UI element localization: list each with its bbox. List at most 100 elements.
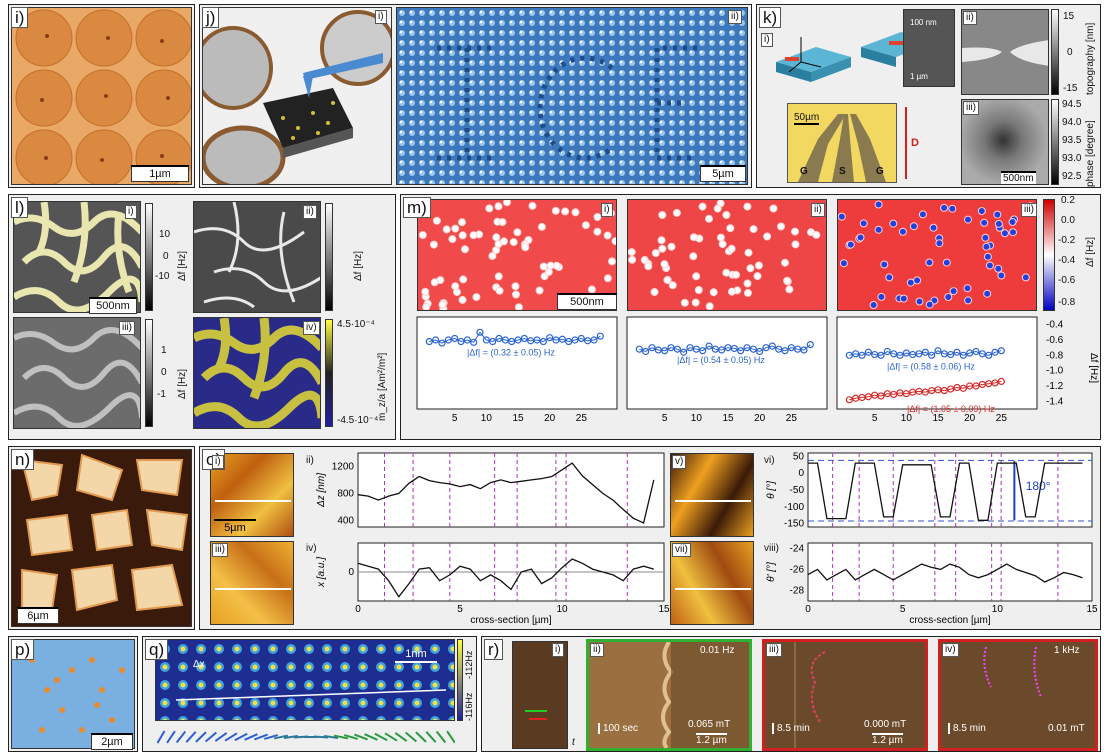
skyrmion-dot	[963, 284, 972, 293]
skyrmion-dot	[753, 272, 762, 281]
m-annotation: |Δf| = (0.54 ± 0.05) Hz	[677, 355, 765, 365]
skyrmion-dot	[663, 276, 672, 285]
skyrmion-dot	[511, 282, 520, 291]
skyrmion-dot	[492, 233, 501, 242]
phase-tick-3: 93.0	[1062, 153, 1082, 164]
mfm-l-i	[13, 201, 141, 313]
m-data-point	[756, 347, 764, 356]
o-x-tick: 5	[900, 604, 906, 615]
m-data-point	[514, 336, 522, 344]
skyrmion-dot	[561, 207, 570, 216]
m-data-point	[902, 390, 910, 398]
maze-domains-ii	[194, 202, 320, 309]
sub-label-l-i: i)	[125, 205, 137, 219]
panel-i: i) 1µm	[8, 4, 195, 188]
spin-arrow	[374, 732, 388, 742]
skyrmion-dot	[785, 285, 794, 294]
m-data-point	[558, 335, 566, 343]
o-y-label: Δz [nm]	[316, 473, 327, 508]
skyrmion-dot	[980, 218, 989, 227]
skyrmion-dot	[442, 225, 451, 234]
skyrmion-dot	[727, 287, 736, 296]
m-data-point	[775, 345, 783, 353]
phase-scalebar: 500nm	[1001, 171, 1036, 184]
panel-o: o) i) 5µm iii) ii) iv) v) vii) vi) viii)…	[199, 446, 1101, 630]
m-x-tick: 5	[872, 413, 878, 424]
skyrmion-dot	[743, 202, 752, 211]
cut-line-o-vii	[675, 588, 751, 590]
m-data-point	[921, 388, 929, 396]
o-x-label: cross-section [µm]	[909, 615, 991, 626]
m-data-point	[966, 349, 974, 357]
skyrmion-lattice-image	[396, 7, 748, 185]
skyrmion-dot	[628, 248, 636, 257]
m-plot-frame	[416, 316, 618, 410]
m-x-tick: 20	[964, 413, 976, 424]
skyrmion-dot	[880, 260, 889, 269]
spin-arrow	[204, 731, 218, 743]
tick-l-i-m10: -10	[155, 271, 170, 282]
spin-arrow	[244, 733, 258, 741]
skyrmion-dot	[859, 219, 868, 228]
m-x-tick: 5	[452, 413, 458, 424]
skyrmion-dot	[472, 293, 481, 302]
skyrmion-dot	[929, 223, 938, 232]
m-data-point	[635, 345, 643, 353]
spin-arrow	[234, 732, 248, 742]
skyrmion-dot	[899, 294, 908, 303]
spin-arrow	[273, 734, 289, 740]
panel-n: n) 6µm	[8, 446, 195, 630]
m-y-tick: -1.4	[1046, 396, 1064, 407]
m-cb-tick-1: 0.0	[1061, 215, 1075, 226]
o-y-tick: -28	[790, 585, 805, 596]
skyrmion-dot	[925, 258, 934, 267]
m-data-point	[451, 334, 459, 343]
m-data-point	[972, 347, 980, 356]
spin-arrow	[224, 732, 238, 742]
skyrmion-dot	[713, 204, 722, 213]
scalebar-n: 6µm	[17, 607, 59, 624]
m-data-point	[476, 328, 484, 336]
m-y-tick: -1.2	[1046, 381, 1064, 392]
colorbar-l-i	[145, 203, 153, 311]
skyrmion-dot	[718, 240, 727, 249]
o-y-tick: 0	[798, 468, 804, 479]
skyrmion-dot	[692, 272, 701, 281]
panel-label-r: r)	[484, 639, 504, 660]
m-data-point	[858, 351, 866, 359]
skyrmion-dot	[935, 239, 944, 248]
spin-arrow	[415, 731, 427, 743]
m-data-point	[565, 337, 573, 346]
mfm-m-iii	[837, 199, 1037, 311]
skyrmion-dot	[469, 231, 478, 240]
afm-o-i	[210, 453, 294, 537]
m-data-point	[546, 334, 554, 342]
skyrmion-dot	[838, 212, 846, 221]
m-data-point	[877, 351, 885, 359]
sub-label-o-iv: iv)	[306, 543, 317, 554]
o-y-tick: -50	[790, 485, 805, 496]
spin-arrow	[283, 735, 299, 739]
cut-line-o-i	[215, 500, 291, 502]
skyrmion-dot	[503, 200, 511, 207]
skyrmion-dot	[915, 297, 924, 306]
o-x-tick: 0	[355, 604, 361, 615]
scalebar-o: 5µm	[214, 519, 256, 535]
m-data-point	[590, 336, 598, 344]
m-cb-tick-2: -0.2	[1058, 235, 1076, 246]
skyrmion-dot	[1021, 273, 1030, 282]
skyrmion-dot	[668, 281, 677, 290]
o-y-label: θ' [°]	[766, 562, 777, 582]
skyrmion-dot	[942, 258, 951, 267]
m-data-point	[953, 348, 961, 356]
skyrmion-dot	[964, 215, 972, 224]
cb-label-l-iv: m_z/a [Am²/m²]	[377, 352, 388, 421]
o-y-tick: -24	[790, 543, 805, 554]
r-iii-field: 0.000 mT	[864, 719, 907, 730]
pad-g-right: G	[876, 166, 884, 177]
panel-label-i: i)	[11, 7, 29, 28]
maze-domains-i	[14, 202, 140, 312]
m-data-point	[737, 347, 745, 355]
cb-label-l-i: Δf [Hz]	[177, 250, 188, 281]
phase-tick-0: 94.5	[1062, 99, 1082, 110]
